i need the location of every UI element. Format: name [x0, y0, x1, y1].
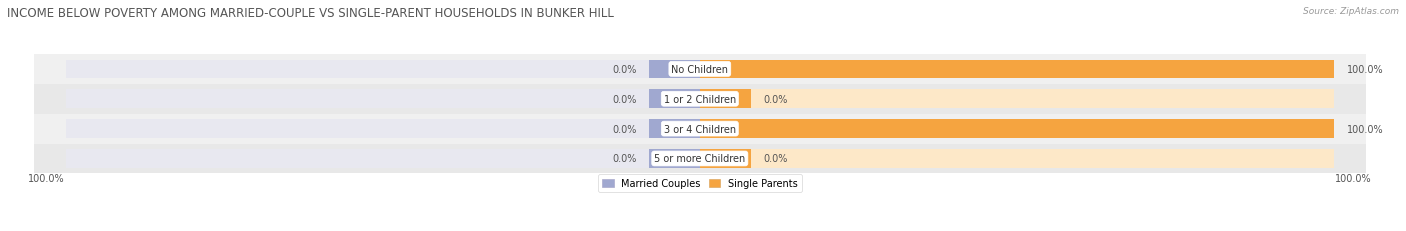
Bar [34, 114, 1365, 144]
Bar [700, 120, 1334, 138]
Text: 0.0%: 0.0% [612, 124, 637, 134]
Bar [66, 149, 700, 168]
Bar [66, 60, 700, 79]
Bar [34, 144, 1365, 174]
Bar [650, 90, 700, 109]
Bar [700, 60, 1334, 79]
Bar [650, 120, 700, 138]
Bar [700, 90, 751, 109]
Text: 0.0%: 0.0% [612, 94, 637, 104]
Legend: Married Couples, Single Parents: Married Couples, Single Parents [598, 175, 801, 192]
Text: 1 or 2 Children: 1 or 2 Children [664, 94, 735, 104]
Text: 100.0%: 100.0% [1347, 65, 1384, 75]
Bar [34, 85, 1365, 114]
Text: 0.0%: 0.0% [612, 154, 637, 164]
Bar [700, 149, 751, 168]
Bar [34, 55, 1365, 85]
Bar [700, 120, 1334, 138]
Bar [650, 149, 700, 168]
Text: 100.0%: 100.0% [28, 174, 65, 184]
Text: 100.0%: 100.0% [1347, 124, 1384, 134]
Bar [700, 60, 1334, 79]
Text: No Children: No Children [671, 65, 728, 75]
Bar [66, 120, 700, 138]
Bar [66, 90, 700, 109]
Bar [700, 90, 1334, 109]
Bar [650, 60, 700, 79]
Text: 0.0%: 0.0% [763, 154, 787, 164]
Text: 100.0%: 100.0% [1336, 174, 1372, 184]
Text: INCOME BELOW POVERTY AMONG MARRIED-COUPLE VS SINGLE-PARENT HOUSEHOLDS IN BUNKER : INCOME BELOW POVERTY AMONG MARRIED-COUPL… [7, 7, 614, 20]
Text: 3 or 4 Children: 3 or 4 Children [664, 124, 735, 134]
Text: 5 or more Children: 5 or more Children [654, 154, 745, 164]
Bar [700, 149, 1334, 168]
Text: 0.0%: 0.0% [763, 94, 787, 104]
Text: Source: ZipAtlas.com: Source: ZipAtlas.com [1303, 7, 1399, 16]
Text: 0.0%: 0.0% [612, 65, 637, 75]
